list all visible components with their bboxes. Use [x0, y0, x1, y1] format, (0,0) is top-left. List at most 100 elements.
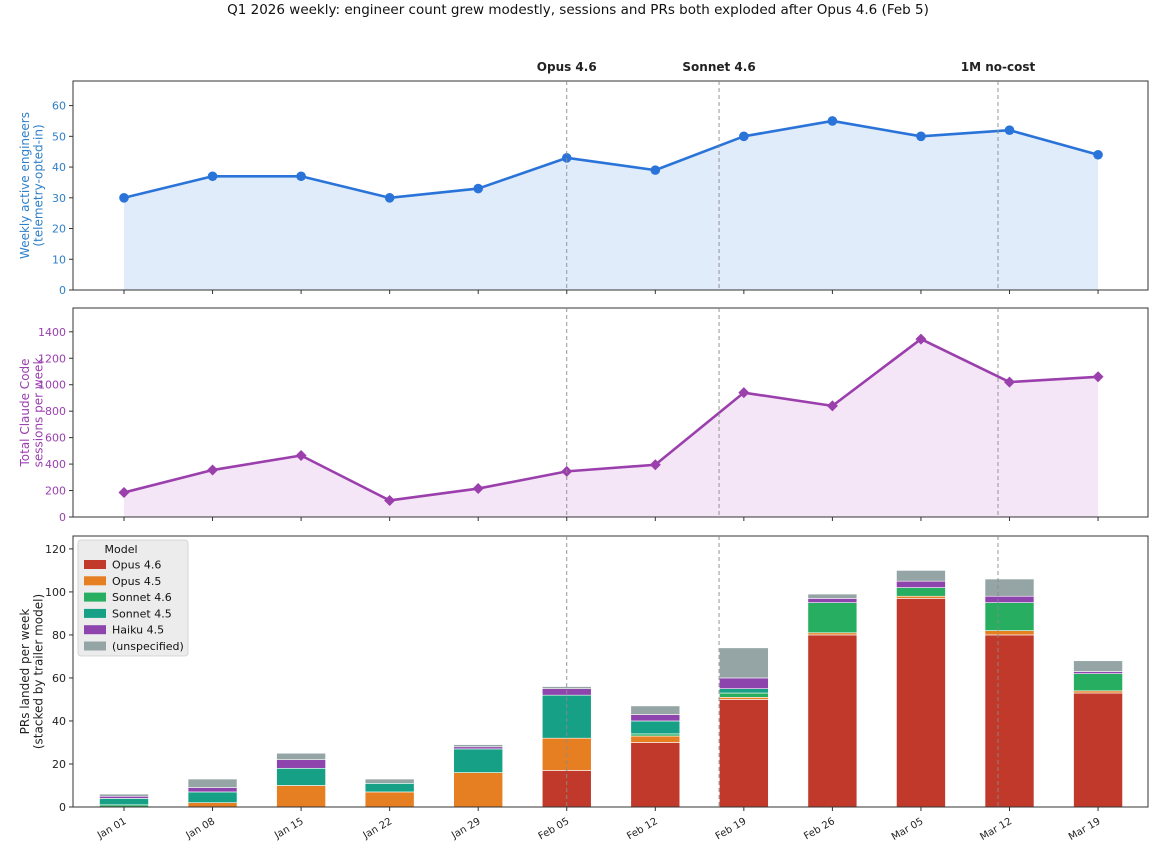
bar-jan-15-unspecified: [276, 752, 326, 760]
middle-ylabel-line-1: sessions per week: [32, 358, 46, 468]
top-ytick-label: 40: [52, 161, 66, 174]
bar-feb-19-opus-4-6: [719, 699, 769, 808]
legend-swatch-2: [84, 592, 106, 602]
annotation-label-1m-no-cost: 1M no-cost: [961, 60, 1036, 74]
xtick-label-jan-15: Jan 15: [272, 816, 305, 842]
xtick-label-feb-19: Feb 19: [714, 816, 749, 842]
middle-ytick-label: 1400: [38, 326, 66, 339]
top-ytick-label: 60: [52, 100, 66, 113]
top-point-feb-05: [561, 153, 572, 163]
middle-point-feb-12: [649, 459, 661, 471]
middle-series-line: [123, 337, 1099, 502]
bar-feb-12-opus-4-5: [630, 735, 681, 743]
bar-jan-22-sonnet-4-5: [364, 783, 415, 793]
middle-point-mar-19: [1092, 371, 1104, 383]
bar-jan-01-haiku-4-5: [99, 795, 149, 799]
legend-swatch-0: [84, 560, 106, 569]
bottom-ytick-label: 100: [45, 586, 66, 599]
bar-jan-22-unspecified: [364, 778, 415, 784]
xtick-label-jan-22: Jan 22: [361, 816, 394, 842]
xtick-label-mar-05: Mar 05: [890, 816, 926, 843]
bar-mar-05-opus-4-6: [896, 598, 946, 808]
middle-ytick-label: 1000: [38, 379, 66, 392]
middle-ylabel-line-0: Total Claude Code: [18, 358, 32, 467]
top-point-feb-12: [650, 165, 661, 175]
middle-ytick-label: 600: [45, 432, 66, 445]
bar-jan-15-haiku-4-5: [276, 759, 326, 769]
top-point-mar-19: [1093, 149, 1103, 160]
bar-jan-08-sonnet-4-5: [187, 791, 238, 803]
chart-title: Q1 2026 weekly: engineer count grew mode…: [227, 2, 929, 18]
bar-mar-19-haiku-4-5: [1073, 671, 1123, 674]
bar-jan-22-opus-4-5: [364, 791, 415, 808]
bar-feb-26-sonnet-4-6: [807, 602, 858, 634]
middle-point-jan-15: [295, 449, 307, 461]
bar-feb-26-unspecified: [807, 593, 858, 599]
top-point-jan-15: [296, 171, 306, 182]
legend-label-0: Opus 4.6: [112, 559, 161, 572]
bar-mar-05-opus-4-5: [896, 595, 946, 599]
bar-feb-19-haiku-4-5: [719, 677, 769, 690]
bar-mar-12-unspecified: [984, 578, 1035, 597]
bottom-ytick-label: 60: [52, 672, 66, 685]
xtick-label-mar-19: Mar 19: [1067, 816, 1103, 843]
legend-swatch-5: [84, 641, 106, 651]
legend-label-4: Haiku 4.5: [112, 624, 164, 637]
middle-area: [124, 339, 1099, 517]
bar-jan-01-unspecified: [99, 793, 149, 797]
bar-mar-19-unspecified: [1073, 660, 1123, 672]
bar-jan-29-sonnet-4-5: [453, 748, 504, 773]
bottom-ylabel-line-0: PRs landed per week: [18, 609, 32, 735]
top-point-mar-05: [916, 131, 926, 142]
top-ytick-label: 20: [52, 223, 66, 236]
bar-feb-19-unspecified: [719, 647, 769, 679]
legend-title: Model: [104, 543, 137, 556]
top-panel: 0 10 20 30 40 50 60 Weekly active engineers (tel…: [18, 80, 1149, 297]
bar-mar-12-haiku-4-5: [984, 595, 1035, 603]
bar-feb-12-sonnet-4-5: [630, 720, 681, 735]
bottom-panel: 0 20 40 60 80 100 120 PRs landed per week (stack…: [18, 535, 1149, 814]
bar-jan-29-opus-4-5: [453, 772, 504, 808]
bottom-ylabel-line-1: (stacked by trailer model): [32, 594, 46, 749]
bar-jan-15-sonnet-4-5: [276, 767, 326, 786]
top-ylabel-line-0: Weekly active engineers: [18, 112, 32, 259]
bar-feb-12-unspecified: [630, 705, 681, 715]
top-point-feb-19: [739, 131, 749, 142]
legend-label-1: Opus 4.5: [112, 575, 161, 588]
middle-ytick-label: 0: [59, 511, 66, 524]
bar-jan-29-haiku-4-5: [453, 746, 504, 750]
bar-jan-08-haiku-4-5: [187, 787, 238, 793]
bar-feb-19-sonnet-4-6: [719, 692, 769, 698]
bar-mar-05-haiku-4-5: [896, 580, 946, 588]
top-series-line: [123, 119, 1099, 200]
bar-jan-08-unspecified: [187, 778, 238, 788]
xtick-label-feb-12: Feb 12: [625, 816, 660, 842]
bar-jan-08-opus-4-5: [187, 802, 238, 808]
legend: Model Opus 4.6 Opus 4.5 Sonnet 4.6 Sonnet 4.…: [77, 539, 189, 657]
bottom-ytick-label: 40: [52, 715, 66, 728]
middle-panel: 0 200 400 600 800 1000 1200 1400 Total Claude Co…: [18, 307, 1149, 524]
bottom-ytick-label: 80: [52, 629, 66, 642]
middle-point-feb-26: [826, 400, 838, 412]
middle-point-jan-29: [472, 483, 484, 495]
middle-ytick-label: 1200: [38, 352, 66, 365]
legend-label-2: Sonnet 4.6: [112, 591, 172, 604]
middle-ytick-label: 400: [45, 458, 66, 471]
bar-mar-05-sonnet-4-6: [896, 587, 946, 597]
bar-feb-19-opus-4-5: [719, 697, 769, 700]
xtick-label-mar-12: Mar 12: [978, 816, 1014, 843]
bar-feb-12-opus-4-6: [630, 742, 681, 808]
bar-jan-29-unspecified: [453, 744, 504, 748]
bottom-frame: [72, 535, 1149, 808]
top-point-jan-08: [207, 171, 218, 182]
bar-mar-12-opus-4-6: [984, 634, 1035, 808]
top-point-jan-22: [384, 192, 395, 203]
bar-feb-05-sonnet-4-5: [541, 694, 592, 739]
middle-point-jan-01: [118, 487, 130, 499]
bottom-ytick-label: 120: [45, 543, 66, 556]
bar-mar-12-opus-4-5: [984, 630, 1035, 636]
top-ylabel-line-1: (telemetry-opted-in): [32, 124, 46, 246]
bottom-ytick-label: 0: [59, 801, 66, 814]
bar-feb-19-sonnet-4-5: [719, 688, 769, 694]
